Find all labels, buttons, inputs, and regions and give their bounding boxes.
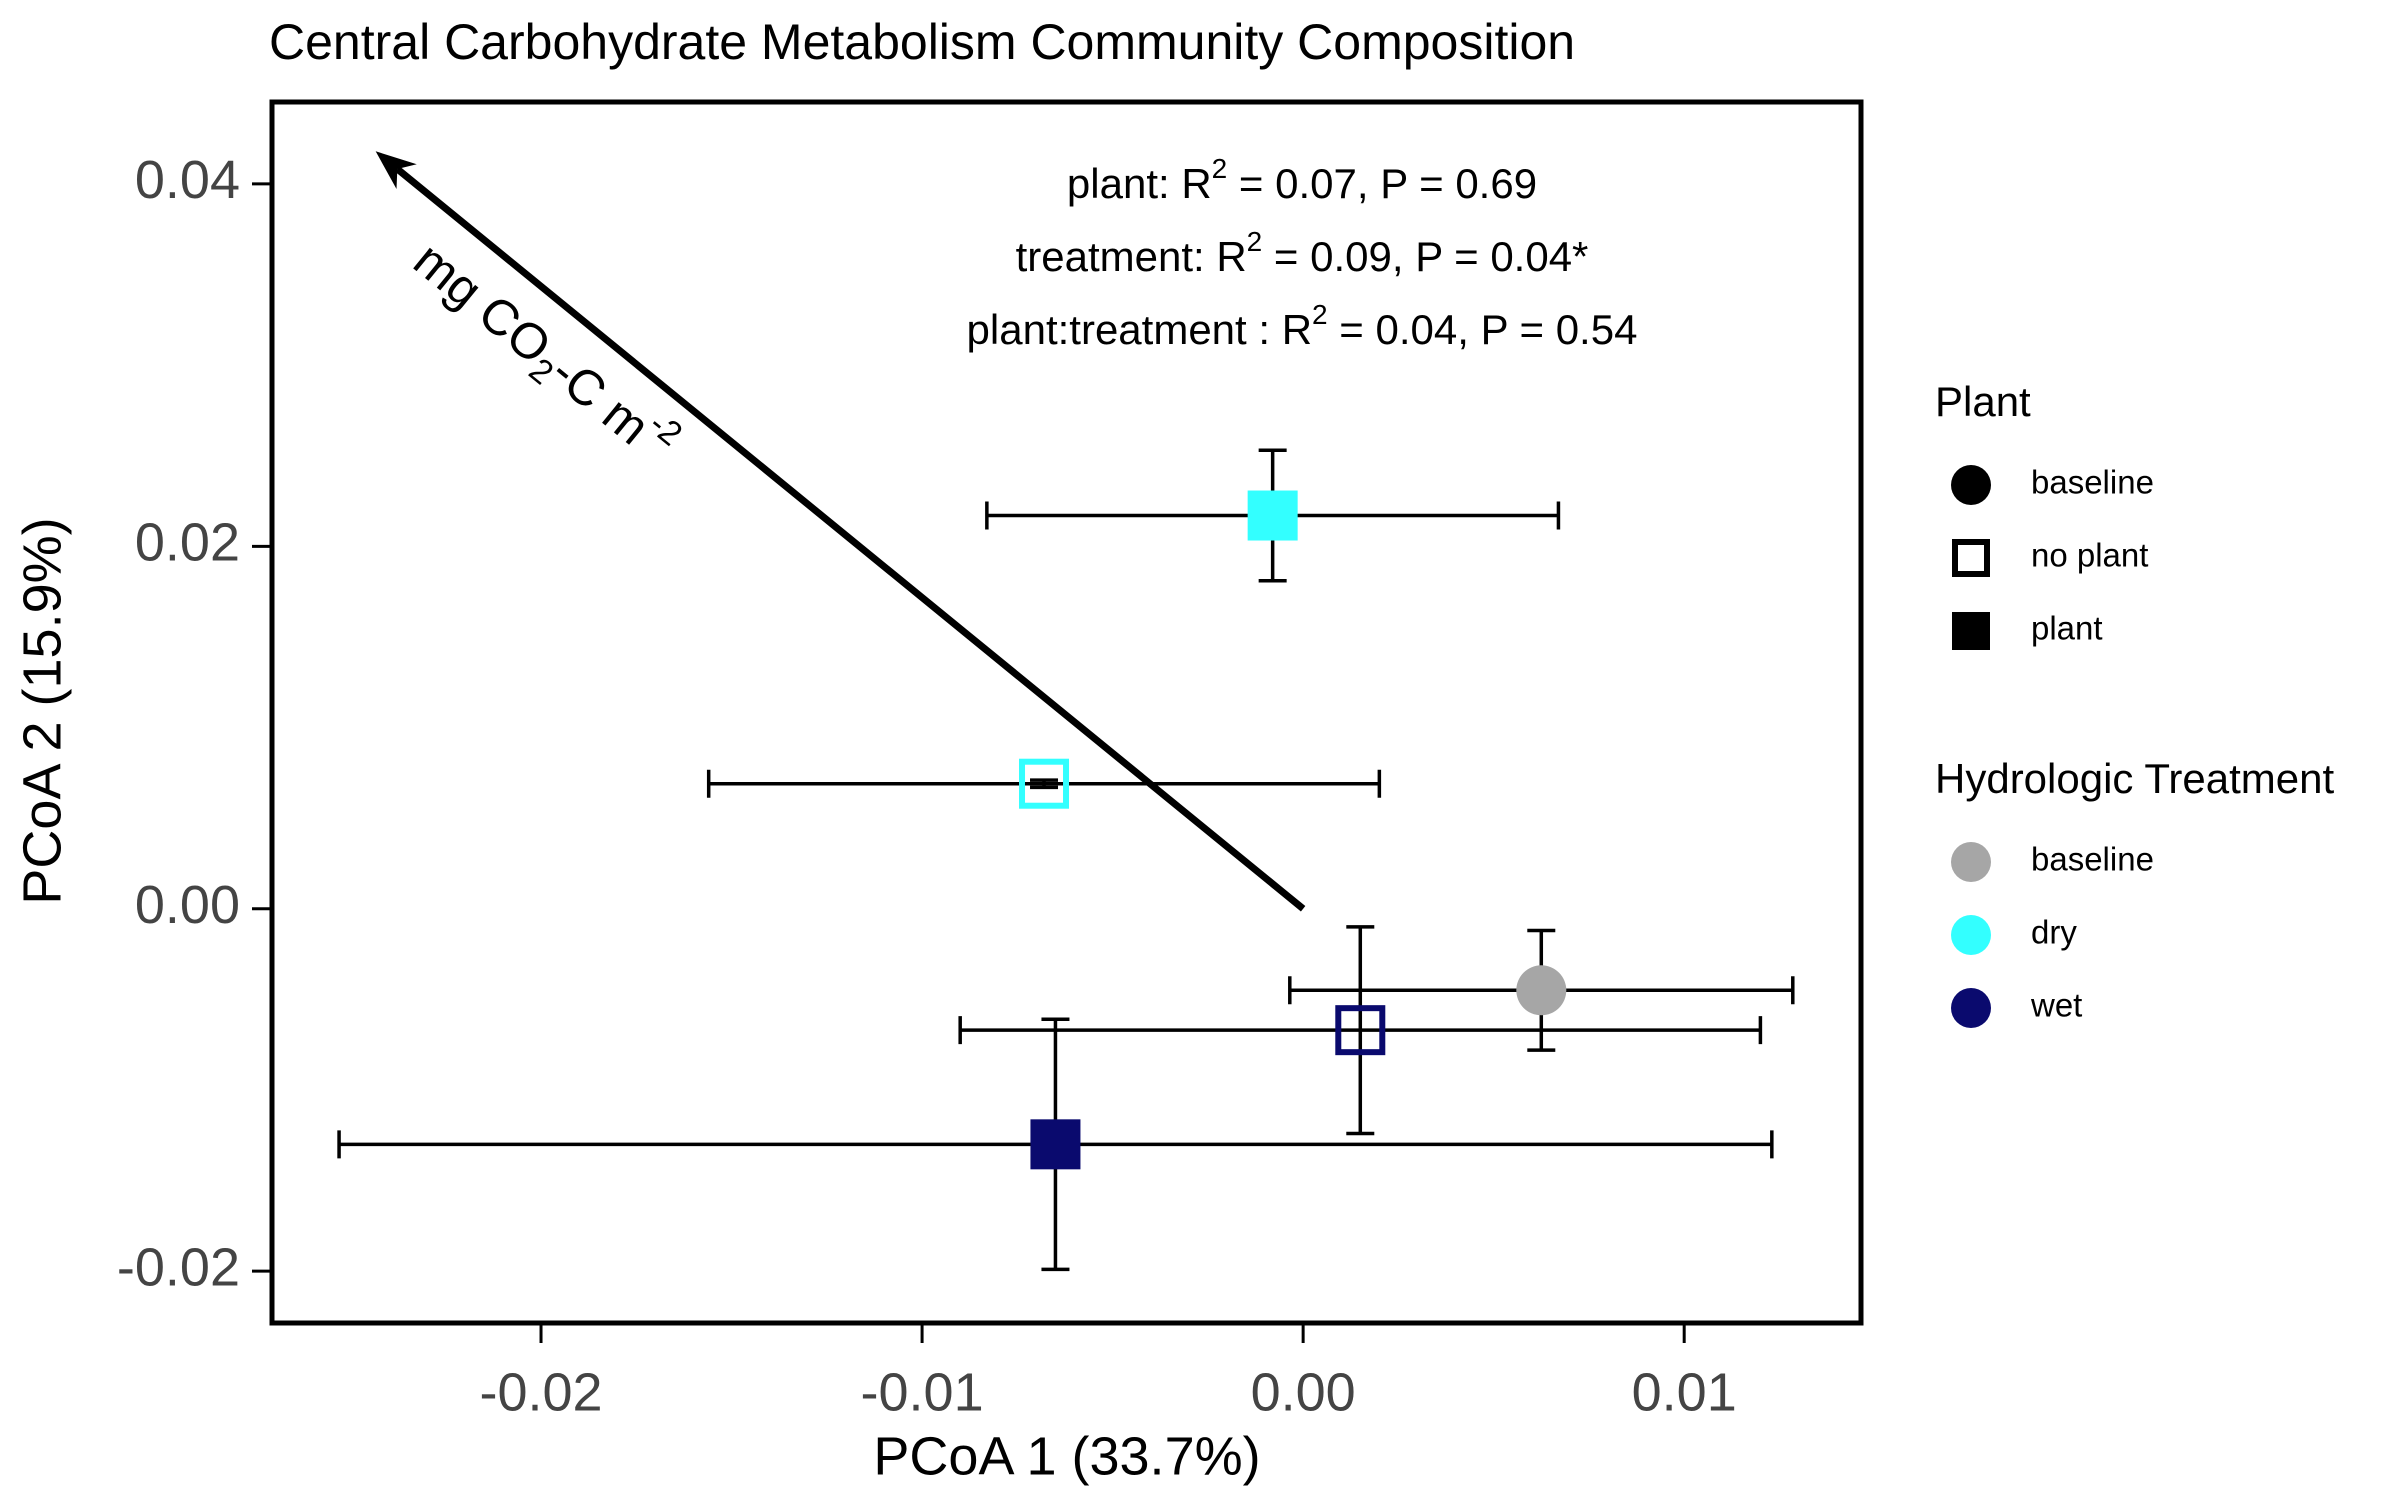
legend-marker [1951,842,1991,882]
stats-annotation: plant: R2 = 0.07, P = 0.69 [1067,153,1537,207]
y-tick-label: 0.02 [135,513,240,573]
error-bars [985,448,1561,583]
legend-marker [1951,915,1991,955]
legend-marker [1951,465,1991,505]
point [1030,1119,1081,1170]
legend-label: dry [2031,914,2077,951]
arrow-label: mg CO2-C m-2 [399,224,689,480]
y-error-bar [1030,778,1059,790]
legend-marker [1951,988,1991,1028]
legend-label: wet [2030,987,2082,1024]
arrow-label-part: mg CO [403,231,561,375]
chart-title: Central Carbohydrate Metabolism Communit… [269,14,1575,70]
stats-part: plant:treatment : R [967,306,1313,353]
legend-marker [1952,539,1990,577]
error-bars [958,925,1763,1136]
stats-part: = 0.04, P = 0.54 [1328,306,1638,353]
x-tick-label: 0.00 [1251,1362,1356,1422]
point [1335,1005,1386,1056]
legend-label: baseline [2031,841,2154,878]
x-axis-title: PCoA 1 (33.7%) [873,1426,1260,1486]
legend-label: no plant [2031,537,2148,574]
stats-part: = 0.07, P = 0.69 [1227,160,1537,207]
x-tick-label: -0.02 [479,1362,602,1422]
legend-title: Plant [1935,378,2031,425]
stats-part: = 0.09, P = 0.04* [1262,233,1588,280]
y-error-bar [1346,925,1375,1136]
y-tick-label: 0.00 [135,875,240,935]
stats-annotation: plant:treatment : R2 = 0.04, P = 0.54 [967,299,1638,353]
legend-label: baseline [2031,464,2154,501]
point [1247,490,1298,541]
legend-title: Hydrologic Treatment [1935,755,2334,802]
stats-part: 2 [1212,153,1228,184]
stats-part: 2 [1312,299,1328,330]
y-axis-title: PCoA 2 (15.9%) [12,517,72,904]
point [1516,965,1567,1016]
stats-part: treatment: R [1016,233,1247,280]
legend-label: plant [2031,610,2103,647]
stats-part: plant: R [1067,160,1212,207]
y-tick-label: 0.04 [135,150,240,210]
x-tick-label: 0.01 [1632,1362,1737,1422]
legend-marker [1952,612,1990,650]
y-tick-label: -0.02 [117,1237,240,1297]
plot-frame [269,99,1864,1326]
x-tick-label: -0.01 [861,1362,984,1422]
arrow-head [375,151,417,189]
error-bars [706,769,1382,798]
point [1019,758,1070,809]
stats-annotation: treatment: R2 = 0.09, P = 0.04* [1016,226,1589,280]
stats-part: 2 [1247,226,1263,257]
